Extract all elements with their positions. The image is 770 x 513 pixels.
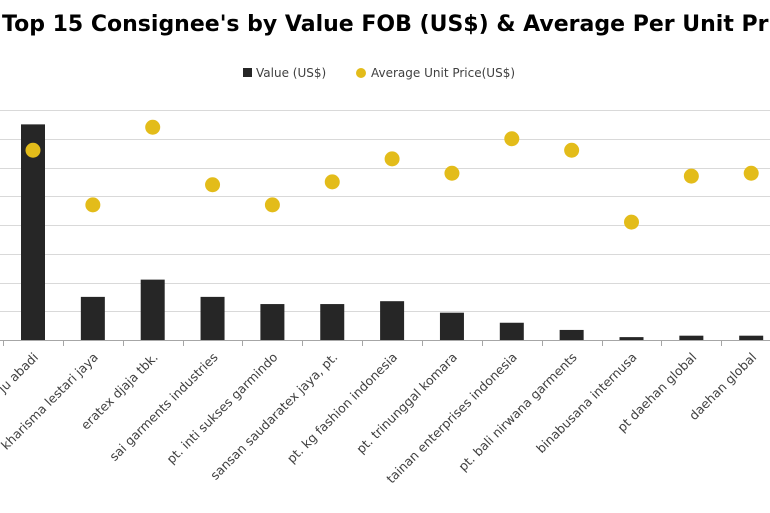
bar-value (320, 304, 345, 340)
bar-value (619, 337, 644, 340)
x-tick-label: pt. bali nirwana garments (455, 350, 579, 474)
legend-price-swatch (356, 68, 366, 78)
point-avg-unit-price (145, 119, 161, 135)
legend: Value (US$) Average Unit Price(US$) (0, 64, 770, 84)
bar-value (739, 335, 764, 340)
bar-value (200, 296, 225, 340)
point-avg-unit-price (624, 214, 639, 230)
point-avg-unit-price (683, 168, 699, 184)
x-tick-label: tainan enterprises indonesia (383, 350, 520, 487)
bar-value (21, 124, 45, 340)
chart-title: Top 15 Consignee's by Value FOB (US$) & … (2, 12, 770, 37)
bar-value (499, 322, 524, 340)
point-avg-unit-price (25, 142, 41, 158)
bar-value (140, 279, 165, 340)
bar-value (380, 301, 405, 340)
x-tick-label: sai garments industries (106, 350, 220, 464)
x-tick-label: pt. inti sukses garmindo (163, 350, 280, 467)
bar-value (439, 312, 464, 340)
point-avg-unit-price (205, 177, 221, 193)
point-avg-unit-price (743, 165, 759, 181)
legend-value-swatch (243, 68, 252, 77)
point-avg-unit-price (504, 131, 520, 147)
legend-value-label: Value (US$) (256, 66, 327, 80)
x-tick-label: pt. kg fashion indonesia (284, 350, 400, 466)
legend-price-label: Average Unit Price(US$) (371, 66, 516, 80)
x-tick-label: pt. trinunggal komara (353, 350, 460, 457)
point-avg-unit-price (444, 165, 460, 181)
bar-value (80, 296, 105, 340)
point-avg-unit-price (85, 197, 101, 213)
point-avg-unit-price (324, 174, 340, 190)
bar-value (260, 304, 285, 340)
bar-value (559, 329, 584, 340)
x-tick-label: binabusana internusa (533, 350, 639, 456)
point-avg-unit-price (384, 151, 400, 167)
point-avg-unit-price (564, 142, 580, 158)
bar-value (679, 335, 704, 340)
x-tick-label: ju abadi (0, 350, 41, 397)
point-avg-unit-price (264, 197, 280, 213)
x-tick-label: sansan saudaratex jaya, pt. (207, 350, 340, 483)
